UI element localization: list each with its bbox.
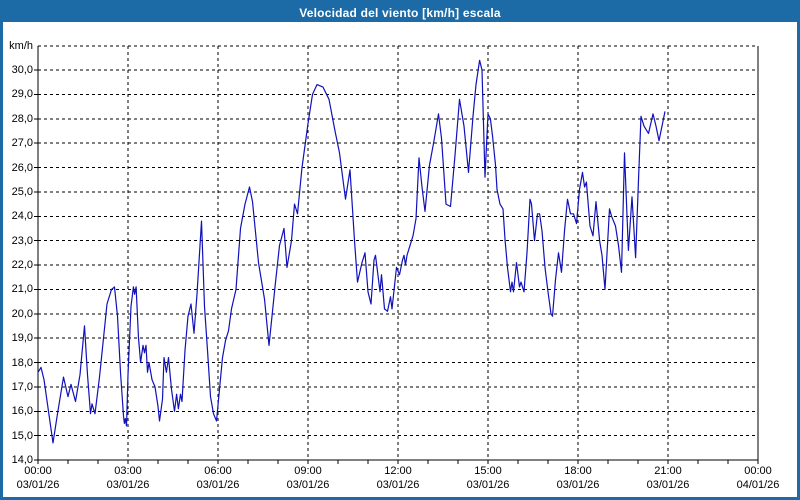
x-tick-date-label: 03/01/26 bbox=[646, 479, 690, 491]
y-tick-label: 21,0 bbox=[11, 283, 33, 296]
y-tick-label: 26,0 bbox=[11, 161, 33, 174]
x-tick-time-label: 09:00 bbox=[294, 465, 322, 477]
wind-speed-line bbox=[37, 59, 666, 444]
x-tick-date-label: 04/01/26 bbox=[736, 479, 780, 491]
y-axis-unit-label: km/h bbox=[9, 40, 33, 52]
x-tick-time-label: 00:00 bbox=[744, 465, 772, 477]
y-tick-label: 25,0 bbox=[11, 185, 33, 198]
y-tick-label: 22,0 bbox=[11, 259, 33, 271]
x-tick-date-label: 03/01/26 bbox=[106, 479, 150, 491]
x-tick-time-label: 00:00 bbox=[24, 465, 52, 477]
chart-title: Velocidad del viento [km/h] escala bbox=[299, 5, 501, 20]
y-tick-label: 18,0 bbox=[11, 356, 33, 369]
x-tick-date-label: 03/01/26 bbox=[376, 479, 420, 491]
x-tick-date-label: 03/01/26 bbox=[196, 479, 240, 491]
title-bar: Velocidad del viento [km/h] escala bbox=[3, 3, 797, 22]
y-tick-label: 19,0 bbox=[11, 332, 33, 345]
y-tick-label: 15,0 bbox=[11, 429, 33, 442]
x-tick-time-label: 18:00 bbox=[564, 465, 592, 477]
x-tick-time-label: 03:00 bbox=[114, 465, 142, 477]
y-tick-label: 29,0 bbox=[11, 88, 33, 101]
y-tick-label: 23,0 bbox=[11, 234, 33, 247]
y-tick-label: 27,0 bbox=[11, 137, 33, 150]
y-tick-label: 28,0 bbox=[11, 112, 33, 125]
chart-canvas bbox=[34, 45, 759, 464]
x-tick-time-label: 06:00 bbox=[204, 465, 232, 477]
x-tick-time-label: 21:00 bbox=[654, 465, 682, 477]
x-tick-date-label: 03/01/26 bbox=[16, 479, 60, 491]
y-tick-label: 30,0 bbox=[11, 64, 33, 76]
y-tick-label: 17,0 bbox=[11, 380, 33, 393]
y-tick-label: 24,0 bbox=[11, 210, 33, 223]
x-tick-date-label: 03/01/26 bbox=[286, 479, 330, 491]
y-tick-label: 16,0 bbox=[11, 405, 33, 418]
x-tick-time-label: 15:00 bbox=[474, 465, 502, 477]
y-tick-label: 14,0 bbox=[11, 454, 33, 466]
x-tick-date-label: 03/01/26 bbox=[556, 479, 600, 491]
y-tick-label: 20,0 bbox=[11, 307, 33, 320]
x-tick-time-label: 12:00 bbox=[384, 465, 412, 477]
x-tick-date-label: 03/01/26 bbox=[466, 479, 510, 491]
wind-speed-chart: km/h 30,0 29,0 28,0 27,0 26,0 25,0 24,0 23,0 22,0… bbox=[3, 22, 797, 497]
